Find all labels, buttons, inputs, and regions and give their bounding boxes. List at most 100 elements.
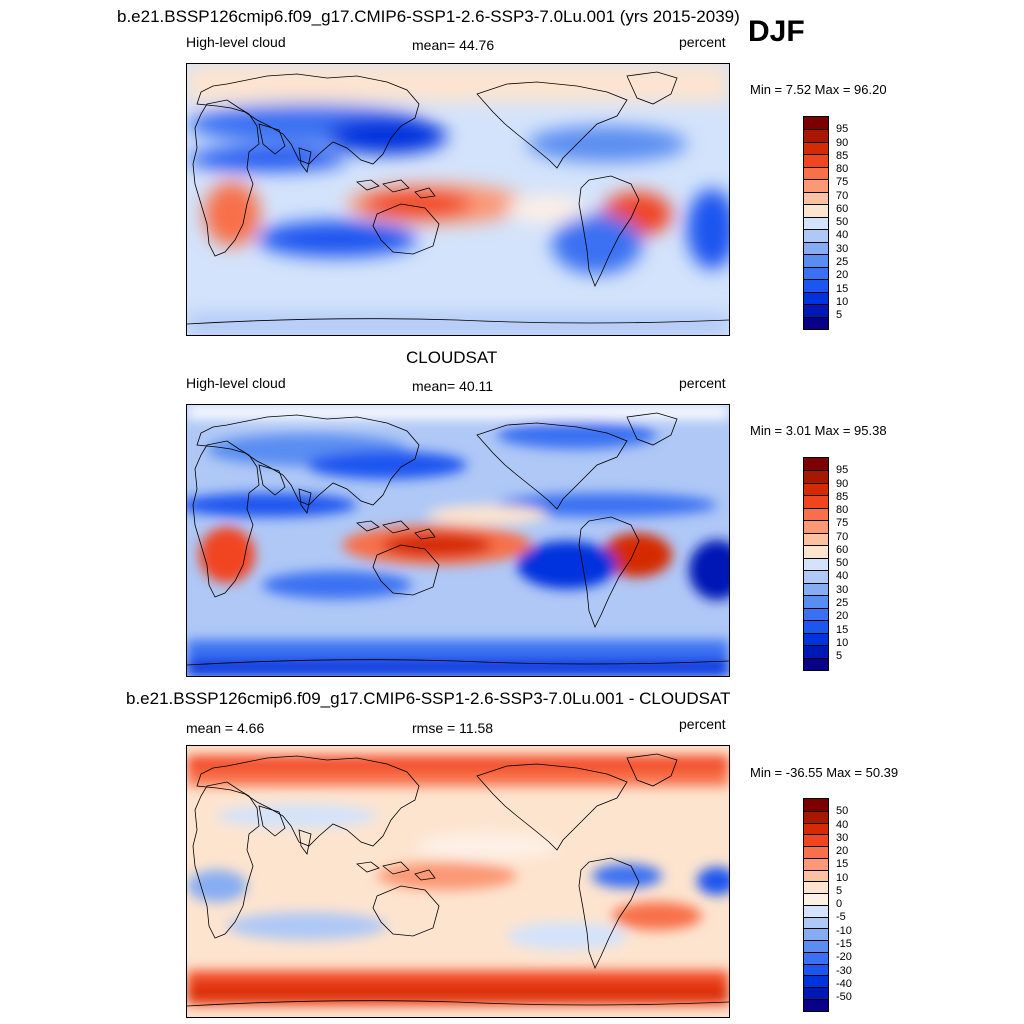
panel-obs-minmax: Min = 3.01 Max = 95.38 [750,423,887,438]
panel-model-title: b.e21.BSSP126cmip6.f09_g17.CMIP6-SSP1-2.… [117,7,740,26]
colorbar-swatch [804,520,828,533]
panel-obs-title: CLOUDSAT [406,348,498,367]
colorbar-tick: 85 [836,490,849,503]
colorbar-tick: 60 [836,543,849,556]
colorbar-tick: 5 [836,884,843,897]
colorbar-tick: -5 [836,911,846,924]
colorbar-swatch [804,557,828,571]
panel-obs-mean: mean= 40.11 [412,378,494,394]
colorbar-swatch [804,507,828,521]
season-label: DJF [748,15,805,48]
panel-model-colorbar [803,116,829,330]
colorbar-swatch [804,304,828,317]
colorbar-tick: 20 [836,610,849,623]
colorbar-swatch [804,595,828,608]
colorbar-tick: 50 [836,557,849,570]
colorbar-tick: 30 [836,242,849,255]
colorbar-swatch [804,916,828,929]
colorbar-swatch [804,632,828,646]
colorbar-tick: -10 [836,924,852,937]
colorbar-swatch [804,229,828,242]
colorbar-tick: 40 [836,818,849,831]
panel-obs-variable: High-level cloud [186,375,286,391]
panel-model-variable: High-level cloud [186,34,286,50]
colorbar-swatch [804,179,828,192]
colorbar-swatch [804,458,828,471]
colorbar-swatch [804,154,828,167]
colorbar-tick: -20 [836,951,852,964]
colorbar-swatch [804,570,828,583]
colorbar-tick: 0 [836,898,843,911]
colorbar-swatch [804,191,828,205]
colorbar-swatch [804,834,828,847]
colorbar-tick: 85 [836,149,849,162]
colorbar-tick: 90 [836,136,849,149]
colorbar-tick: 5 [836,309,843,322]
colorbar-swatch [804,987,828,1000]
panel-diff-units: percent [679,716,726,732]
panel-model-map [186,63,730,336]
colorbar-tick: 75 [836,517,849,530]
colorbar-swatch [804,532,828,546]
colorbar-swatch [804,940,828,952]
panel-obs-colorbar-swatches [804,458,828,670]
colorbar-tick: 60 [836,202,849,215]
panel-model-minmax: Min = 7.52 Max = 96.20 [750,82,887,97]
colorbar-swatch [804,545,828,558]
panel-diff-colorbar-swatches [804,799,828,1011]
colorbar-swatch [804,166,828,180]
colorbar-swatch [804,645,828,658]
colorbar-tick: 10 [836,871,849,884]
colorbar-tick: 40 [836,570,849,583]
colorbar-swatch [804,316,828,329]
colorbar-swatch [804,893,828,905]
colorbar-tick: -30 [836,964,852,977]
colorbar-tick: 25 [836,255,849,268]
colorbar-swatch [804,495,828,508]
colorbar-swatch [804,657,828,670]
colorbar-tick: 10 [836,295,849,308]
colorbar-tick: -50 [836,991,852,1004]
panel-obs-map [186,404,730,677]
colorbar-swatch [804,470,828,483]
colorbar-swatch [804,204,828,217]
colorbar-tick: 20 [836,269,849,282]
panel-diff-mean: mean = 4.66 [186,720,265,736]
colorbar-swatch [804,141,828,155]
colorbar-swatch [804,951,828,964]
panel-obs-units: percent [679,375,726,391]
colorbar-swatch [804,799,828,811]
colorbar-tick: 90 [836,477,849,490]
colorbar-swatch [804,822,828,835]
colorbar-swatch [804,241,828,255]
colorbar-tick: 70 [836,189,849,202]
colorbar-swatch [804,928,828,941]
colorbar-tick: 70 [836,530,849,543]
colorbar-swatch [804,869,828,882]
colorbar-tick: 40 [836,229,849,242]
colorbar-tick: 75 [836,176,849,189]
colorbar-tick: -15 [836,937,852,950]
colorbar-swatch [804,582,828,596]
colorbar-swatch [804,291,828,305]
colorbar-tick: 15 [836,282,849,295]
colorbar-swatch [804,620,828,633]
colorbar-tick: 5 [836,650,843,663]
colorbar-swatch [804,482,828,496]
colorbar-swatch [804,857,828,870]
panel-obs-colorbar [803,457,829,671]
panel-diff-rmse: rmse = 11.58 [412,720,494,736]
colorbar-tick: 20 [836,845,849,858]
colorbar-tick: 30 [836,831,849,844]
colorbar-swatch [804,975,828,988]
colorbar-swatch [804,216,828,230]
colorbar-swatch [804,129,828,142]
colorbar-swatch [804,881,828,894]
panel-diff-colorbar [803,798,829,1012]
panel-model-colorbar-swatches [804,117,828,329]
panel-diff-map [186,745,730,1018]
colorbar-swatch [804,266,828,280]
panel-diff-title: b.e21.BSSP126cmip6.f09_g17.CMIP6-SSP1-2.… [126,689,731,708]
colorbar-swatch [804,846,828,858]
colorbar-swatch [804,963,828,976]
